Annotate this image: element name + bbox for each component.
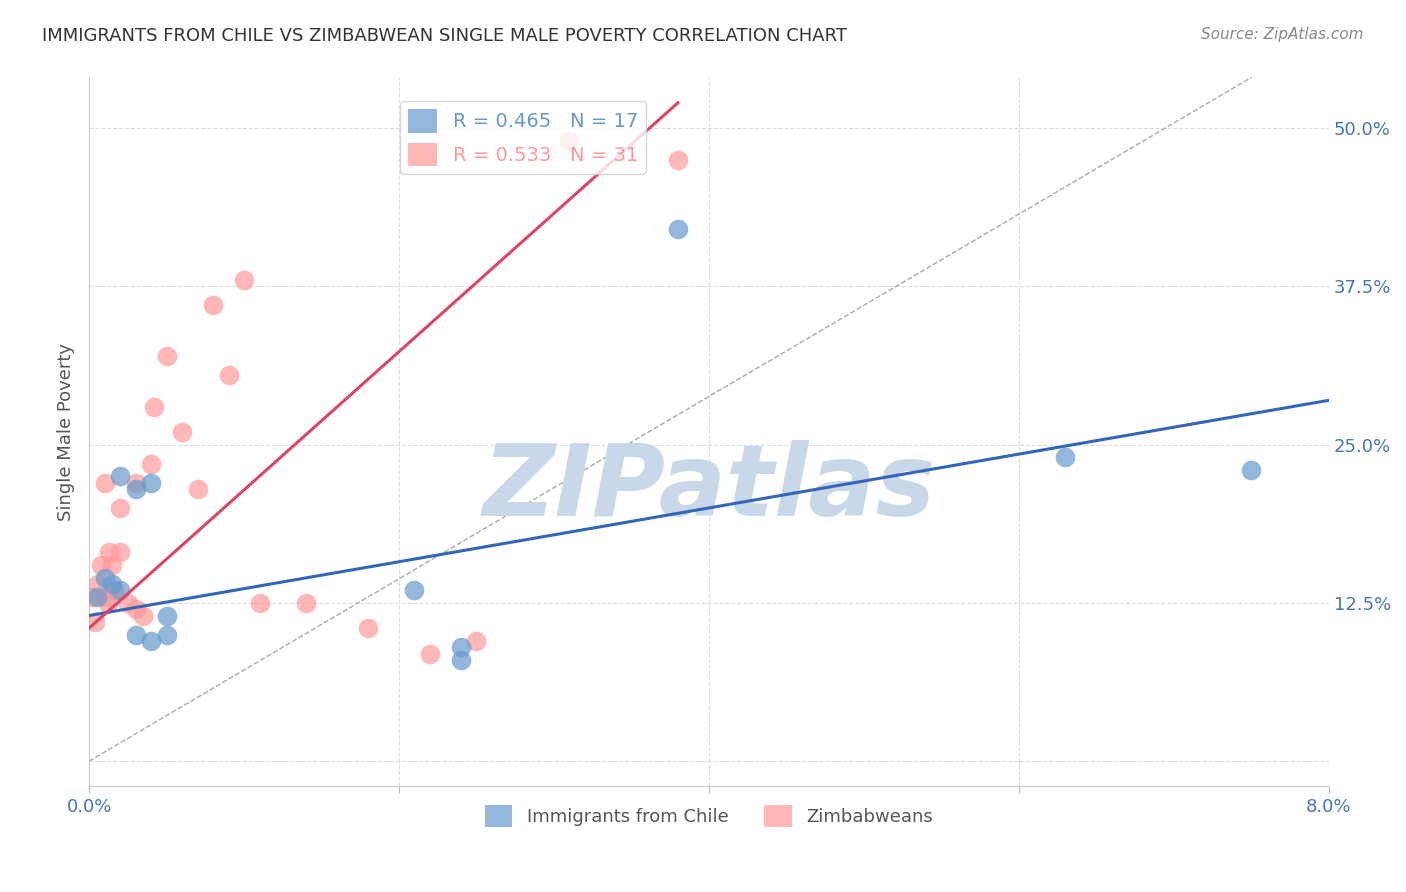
Point [124,475,146,490]
Point [139,457,162,471]
Point [101,577,124,591]
Point [98,545,121,559]
Point [558,134,581,148]
Point [103,583,125,598]
Point [132,608,155,623]
Text: Source: ZipAtlas.com: Source: ZipAtlas.com [1201,27,1364,42]
Point [419,647,441,661]
Legend: Immigrants from Chile, Zimbabweans: Immigrants from Chile, Zimbabweans [478,797,941,834]
Point [666,222,689,236]
Point [202,298,225,312]
Text: IMMIGRANTS FROM CHILE VS ZIMBABWEAN SINGLE MALE POVERTY CORRELATION CHART: IMMIGRANTS FROM CHILE VS ZIMBABWEAN SING… [42,27,848,45]
Point [155,608,177,623]
Point [666,153,689,167]
Point [404,583,426,598]
Point [249,596,271,610]
Point [155,627,177,641]
Point [295,596,318,610]
Point [93,570,115,584]
Point [357,621,380,635]
Point [84,615,107,629]
Point [465,633,488,648]
Point [1240,463,1263,477]
Point [117,596,139,610]
Point [218,368,240,382]
Point [82,590,104,604]
Point [108,583,131,598]
Point [124,627,146,641]
Point [90,558,112,572]
Point [170,425,193,439]
Point [450,653,472,667]
Point [450,640,472,655]
Point [139,633,162,648]
Text: ZIPatlas: ZIPatlas [482,440,935,537]
Point [143,400,166,414]
Point [97,596,120,610]
Point [93,475,115,490]
Point [86,590,108,604]
Point [139,475,162,490]
Point [124,482,146,496]
Point [108,469,131,483]
Point [108,500,131,515]
Point [87,577,110,591]
Point [124,602,146,616]
Point [101,558,124,572]
Y-axis label: Single Male Poverty: Single Male Poverty [58,343,75,521]
Point [93,590,115,604]
Point [186,482,208,496]
Point [1054,450,1077,465]
Point [155,349,177,363]
Point [108,545,131,559]
Point [233,273,256,287]
